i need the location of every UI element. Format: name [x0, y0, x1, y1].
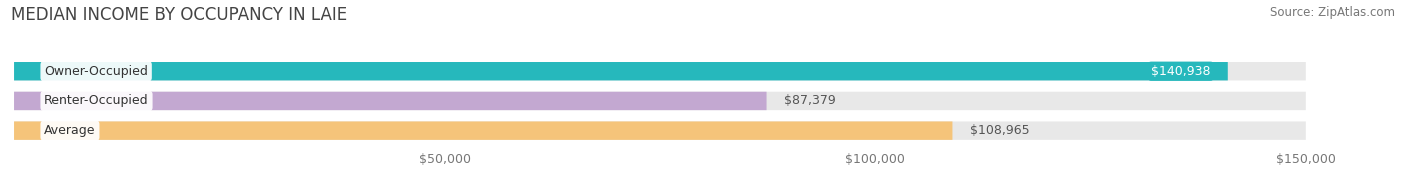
Text: $87,379: $87,379: [783, 94, 835, 107]
FancyBboxPatch shape: [14, 122, 952, 140]
Text: $108,965: $108,965: [970, 124, 1029, 137]
FancyBboxPatch shape: [14, 122, 1306, 140]
Text: Average: Average: [44, 124, 96, 137]
FancyBboxPatch shape: [14, 62, 1306, 80]
FancyBboxPatch shape: [14, 92, 1306, 110]
FancyBboxPatch shape: [14, 92, 766, 110]
Text: $140,938: $140,938: [1152, 65, 1211, 78]
Text: Owner-Occupied: Owner-Occupied: [44, 65, 148, 78]
FancyBboxPatch shape: [14, 62, 1227, 80]
Text: Renter-Occupied: Renter-Occupied: [44, 94, 149, 107]
Text: Source: ZipAtlas.com: Source: ZipAtlas.com: [1270, 6, 1395, 19]
Text: MEDIAN INCOME BY OCCUPANCY IN LAIE: MEDIAN INCOME BY OCCUPANCY IN LAIE: [11, 6, 347, 24]
